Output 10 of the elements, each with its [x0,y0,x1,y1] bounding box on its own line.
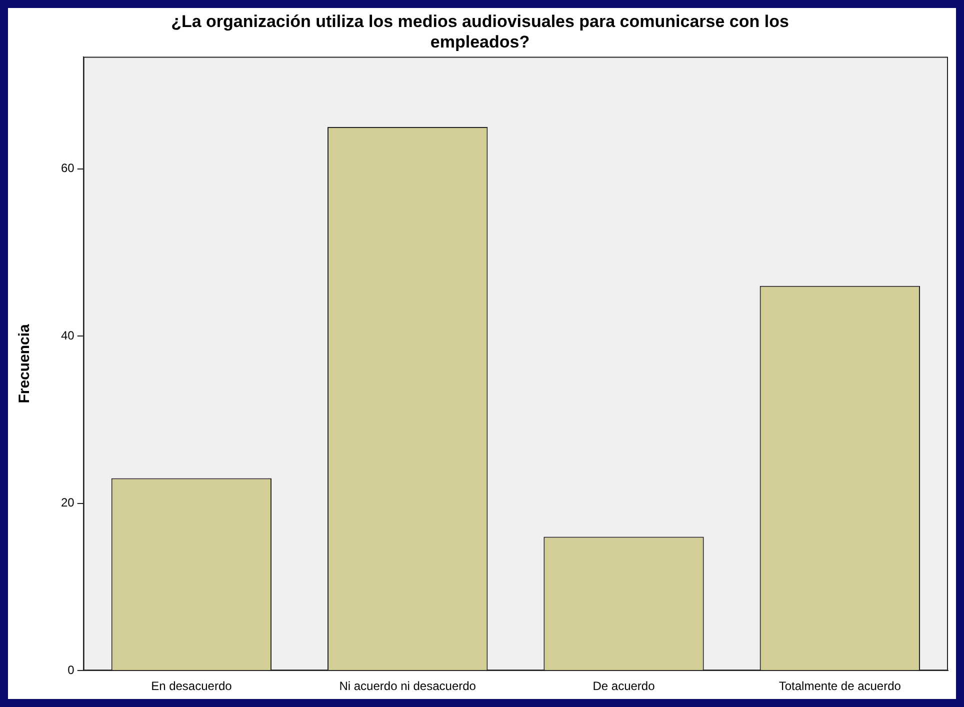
x-tick-label: De acuerdo [592,679,656,694]
chart-title: ¿La organización utiliza los medios audiovisuales para comunicarse con los empleados? [171,12,789,52]
x-tick-label: Totalmente de acuerdo [778,679,902,694]
x-tick-label: Ni acuerdo ni desacuerdo [339,679,476,694]
y-tick-label: 20 [60,496,75,510]
y-tick-label: 40 [60,328,75,342]
y-axis-title: Frecuencia [16,323,34,404]
y-tick-label: 0 [68,662,75,677]
x-tick-label: En desacuerdo [151,679,232,694]
y-tick-label: 60 [60,161,75,176]
